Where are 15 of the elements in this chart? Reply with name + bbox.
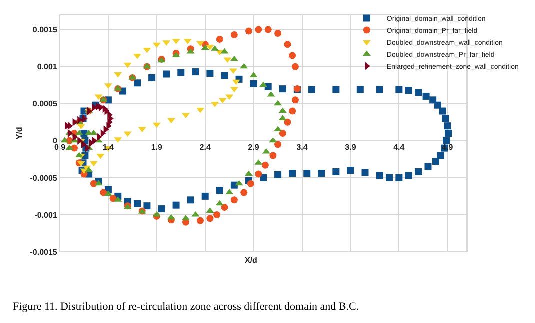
y-axis-title: Y/d: [14, 127, 24, 140]
x-tick-label: 1.9: [151, 142, 164, 152]
y-tick-label: -0.001: [34, 210, 58, 220]
x-tick-label: 3.4: [296, 142, 308, 152]
x-axis-title: X/d: [245, 256, 258, 265]
y-tick-label: 0.0015: [32, 26, 58, 35]
x-tick-label: 3.9: [345, 142, 357, 152]
x-tick-label: 2.9: [248, 142, 260, 152]
x-tick-label: 2.4: [200, 142, 212, 152]
y-tick-label: 0.0005: [32, 100, 58, 109]
y-tick-label: 0.001: [37, 62, 58, 72]
x-tick-label: 4.4: [394, 142, 406, 152]
y-tick-label: -0.0005: [30, 174, 58, 183]
caption: Figure 11. Distribution of re-circulation zone across different domain and B.C.: [13, 301, 360, 313]
y-tick-label: -0.0015: [30, 248, 58, 257]
